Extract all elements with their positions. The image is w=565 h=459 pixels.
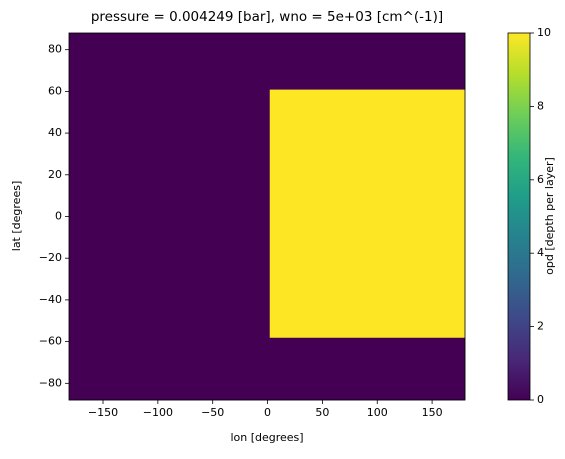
colorbar-tick-label: 10 — [537, 26, 551, 39]
heatmap-cell — [269, 33, 466, 90]
y-tick-label: 60 — [48, 84, 62, 97]
colorbar-tick-label: 4 — [537, 246, 544, 259]
y-tick-label: 20 — [48, 168, 62, 181]
x-tick-label: −150 — [88, 406, 118, 419]
heatmap-cell — [69, 33, 271, 90]
x-tick-label: −50 — [201, 406, 224, 419]
x-tick-label: −100 — [143, 406, 173, 419]
colorbar-tick-label: 6 — [537, 173, 544, 186]
x-tick-label: 50 — [315, 406, 329, 419]
heatmap-cell — [269, 337, 466, 401]
x-axis-label: lon [degrees] — [230, 431, 303, 444]
colorbar-tick-label: 2 — [537, 320, 544, 333]
colorbar-label: opd [depth per layer] — [543, 157, 556, 275]
x-tick-label: 100 — [367, 406, 388, 419]
y-tick-label: −80 — [39, 376, 62, 389]
y-tick-label: −40 — [39, 293, 62, 306]
y-tick-label: −20 — [39, 251, 62, 264]
y-axis-label: lat [degrees] — [10, 181, 23, 251]
chart-title: pressure = 0.004249 [bar], wno = 5e+03 [… — [91, 9, 443, 25]
y-tick-label: 80 — [48, 43, 62, 56]
y-tick-label: 40 — [48, 126, 62, 139]
y-tick-label: −60 — [39, 335, 62, 348]
y-tick-label: 0 — [55, 210, 62, 223]
colorbar — [507, 32, 531, 401]
heatmap-cell — [69, 89, 271, 338]
x-tick-label: 0 — [264, 406, 271, 419]
heatmap-cell — [269, 89, 466, 338]
x-tick-label: 150 — [422, 406, 443, 419]
heatmap-cell — [69, 337, 271, 401]
colorbar-tick-label: 0 — [537, 393, 544, 406]
colorbar-tick-label: 8 — [537, 99, 544, 112]
